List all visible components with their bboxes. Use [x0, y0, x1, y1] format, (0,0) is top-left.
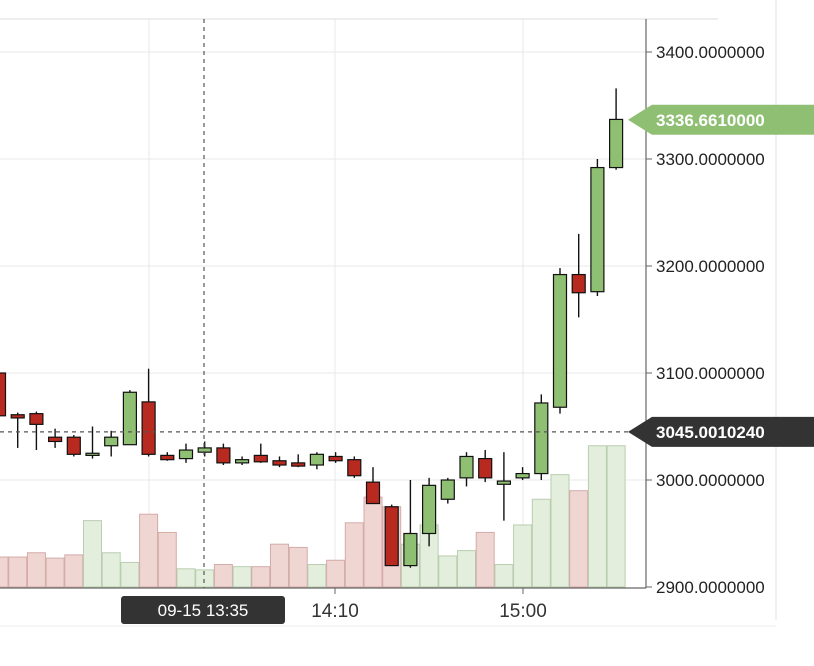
- crosshair-price-tag-background: [628, 416, 814, 447]
- candle-down: [291, 462, 306, 467]
- volume-bar: [363, 496, 383, 588]
- candle-down: [10, 414, 25, 419]
- candle-down: [66, 436, 81, 455]
- candle-down: [29, 413, 44, 425]
- candle-up: [422, 484, 437, 535]
- crosshair-price-label: 3045.0010240: [656, 423, 765, 442]
- crosshair-time-label: 09-15 13:35: [158, 601, 249, 620]
- volume-bar: [569, 490, 589, 588]
- candles: [0, 88, 624, 568]
- current-price-label: 3336.6610000: [656, 111, 765, 130]
- candle-down: [365, 481, 381, 505]
- candle-up: [496, 480, 511, 485]
- crosshair: [0, 19, 646, 588]
- volume-bar: [195, 569, 215, 588]
- crosshair-time-tag: 09-15 13:35: [121, 596, 285, 624]
- candle-down: [160, 454, 175, 461]
- candle-up: [590, 166, 605, 293]
- candle-up: [104, 436, 119, 447]
- x-tick-label: 15:00: [499, 601, 547, 622]
- candle-down: [384, 506, 399, 567]
- volume-bar: [139, 513, 159, 588]
- crosshair-price-tag: 3045.0010240: [628, 416, 814, 447]
- x-axis-ticks: 14:10 15:00: [311, 588, 547, 622]
- candle-up: [459, 455, 474, 479]
- volume-bar: [513, 524, 533, 588]
- candle-up: [85, 452, 100, 456]
- candle-down: [571, 273, 586, 294]
- candle-up: [197, 447, 212, 453]
- crosshair-time-tag-background: [121, 596, 285, 624]
- candle-down: [0, 372, 7, 417]
- candle-up: [515, 472, 530, 479]
- volume-bar: [457, 550, 476, 588]
- current-price-tag: 3336.6610000: [628, 104, 814, 135]
- candle-up: [440, 479, 455, 500]
- grid-lines: [0, 19, 646, 588]
- y-tick-label: 3100.0000000: [656, 364, 765, 383]
- y-tick-label: 3000.0000000: [656, 471, 765, 490]
- volume-bar: [531, 498, 551, 588]
- candle-down: [272, 460, 287, 466]
- volume-bar: [8, 556, 28, 588]
- volume-bar: [176, 568, 196, 588]
- candle-down: [141, 401, 156, 455]
- volume-bar: [157, 531, 177, 588]
- volume-bar: [251, 566, 271, 588]
- volume-bar: [307, 564, 327, 588]
- candle-up: [403, 532, 418, 567]
- volume-bar: [64, 554, 84, 588]
- volume-bar: [326, 559, 346, 588]
- volume-bar: [45, 557, 65, 588]
- candle-down: [47, 436, 63, 443]
- candle-up: [178, 449, 194, 460]
- volume-bar: [0, 556, 9, 588]
- volume-bar: [26, 552, 46, 588]
- y-axis-ticks: 3400.0000000 3300.0000000 3200.0000000 3100…: [646, 43, 765, 597]
- y-tick-label: 3200.0000000: [656, 257, 765, 276]
- volume-bars: [0, 445, 626, 588]
- volume-bar: [288, 546, 308, 588]
- candle-up: [309, 453, 324, 466]
- y-tick-label: 3300.0000000: [656, 150, 765, 169]
- volume-bar: [494, 564, 514, 588]
- candle-down: [347, 459, 362, 477]
- volume-bar: [606, 445, 626, 588]
- volume-bar: [475, 531, 495, 588]
- candle-down: [328, 455, 343, 462]
- volume-bar: [587, 445, 607, 588]
- volume-bar: [213, 564, 233, 588]
- volume-bar: [101, 552, 121, 588]
- current-price-tag-background: [628, 104, 814, 135]
- volume-bar: [232, 566, 252, 588]
- candle-up: [534, 402, 549, 475]
- candle-up: [122, 391, 138, 446]
- candle-down: [216, 447, 231, 464]
- candle-down: [478, 458, 493, 479]
- candle-up: [608, 118, 624, 169]
- volume-bar: [344, 522, 364, 588]
- volume-bar: [550, 474, 570, 588]
- volume-bar: [83, 520, 102, 588]
- volume-bar: [270, 543, 289, 588]
- candle-down: [253, 454, 268, 463]
- y-tick-label: 3400.0000000: [656, 43, 765, 62]
- x-tick-label: 14:10: [311, 601, 359, 622]
- y-tick-label: 2900.0000000: [656, 578, 765, 597]
- volume-bar: [438, 555, 458, 588]
- candle-up: [552, 273, 568, 408]
- candle-up: [235, 459, 250, 464]
- volume-bar: [120, 561, 140, 588]
